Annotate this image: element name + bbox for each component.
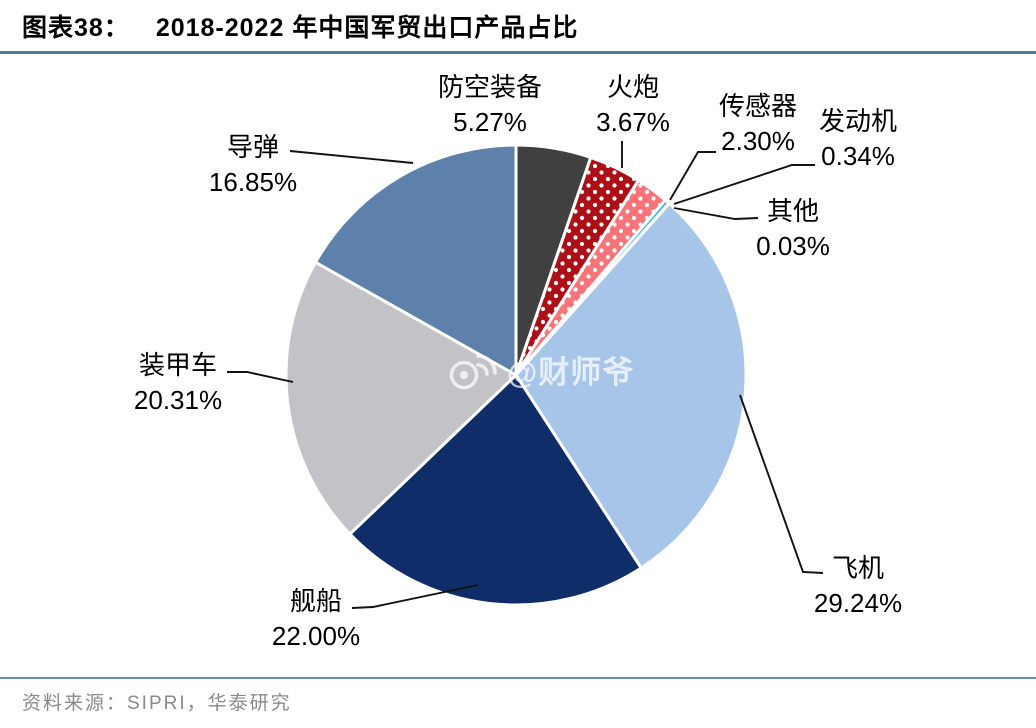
leader-line-engines bbox=[673, 164, 815, 205]
slice-label-armored-vehicles: 装甲车 20.31% bbox=[133, 350, 223, 415]
figure-header: 图表38： 2018-2022 年中国军贸出口产品占比 bbox=[22, 8, 1022, 44]
pie-slice-missiles bbox=[314, 143, 518, 377]
slice-label-ships: 舰船 22.00% bbox=[271, 586, 361, 651]
source-note: 资料来源：SIPRI，华泰研究 bbox=[22, 693, 292, 714]
pie-slice-aircraft bbox=[514, 202, 748, 570]
slice-label-aircraft: 飞机 29.24% bbox=[813, 553, 903, 618]
slice-label-missiles: 导弹 16.85% bbox=[208, 132, 298, 197]
leader-line-ships bbox=[351, 584, 479, 609]
title-rule bbox=[0, 51, 1036, 54]
slice-label-sensors: 传感器 2.30% bbox=[718, 91, 798, 156]
leader-line-aircraft bbox=[739, 394, 824, 574]
slice-label-artillery: 火炮 3.67% bbox=[596, 72, 670, 137]
slice-label-engines: 发动机 0.34% bbox=[818, 106, 898, 171]
slice-label-air-defense: 防空装备 5.27% bbox=[437, 72, 543, 137]
slice-label-others: 其他 0.03% bbox=[756, 196, 830, 261]
leader-line-armored-vehicles bbox=[227, 371, 294, 383]
figure-number: 图表38： bbox=[22, 14, 130, 42]
footer-rule bbox=[0, 677, 1036, 679]
leader-line-others bbox=[673, 207, 759, 220]
leader-line-missiles bbox=[289, 150, 414, 164]
pie-slice-ships bbox=[348, 373, 643, 607]
pie-slice-armored-vehicles bbox=[284, 260, 518, 536]
page-title: 2018-2022 年中国军贸出口产品占比 bbox=[155, 14, 579, 42]
leader-line-sensors bbox=[669, 151, 716, 201]
